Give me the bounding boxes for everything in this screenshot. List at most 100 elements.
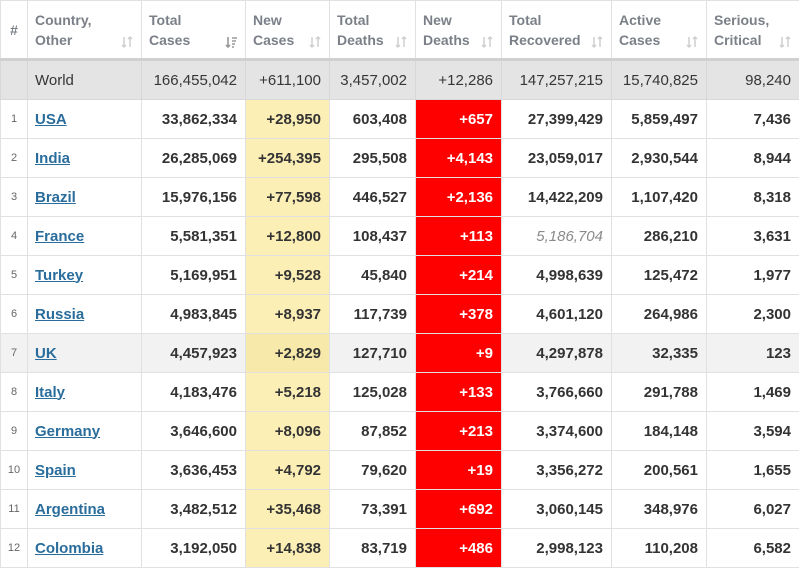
country-link[interactable]: Germany [35, 423, 100, 440]
active-cases-cell: 15,740,825 [612, 60, 707, 100]
new-cases-cell: +77,598 [246, 178, 330, 217]
rank-cell: 7 [1, 334, 28, 373]
rank-cell: 4 [1, 217, 28, 256]
header-rank: # [1, 1, 28, 60]
country-link[interactable]: Spain [35, 462, 76, 479]
total-deaths-cell: 108,437 [330, 217, 416, 256]
country-link[interactable]: Brazil [35, 189, 76, 206]
sort-arrows-icon[interactable] [480, 35, 494, 49]
rank-cell: 11 [1, 490, 28, 529]
sort-arrows-icon[interactable] [778, 35, 792, 49]
total-cases-cell: 26,285,069 [142, 139, 246, 178]
country-link[interactable]: Russia [35, 306, 84, 323]
total-deaths-cell: 603,408 [330, 100, 416, 139]
active-cases-cell: 348,976 [612, 490, 707, 529]
sort-descending-icon[interactable] [224, 35, 238, 49]
total-deaths-cell: 125,028 [330, 373, 416, 412]
country-cell: Colombia [28, 529, 142, 568]
new-cases-cell: +12,800 [246, 217, 330, 256]
country-link[interactable]: UK [35, 345, 57, 362]
total-cases-cell: 3,646,600 [142, 412, 246, 451]
total-cases-cell: 3,482,512 [142, 490, 246, 529]
total-cases-cell: 3,192,050 [142, 529, 246, 568]
new-deaths-cell: +486 [416, 529, 502, 568]
rank-cell: 2 [1, 139, 28, 178]
total-deaths-cell: 83,719 [330, 529, 416, 568]
country-cell: Spain [28, 451, 142, 490]
active-cases-cell: 5,859,497 [612, 100, 707, 139]
total-deaths-cell: 446,527 [330, 178, 416, 217]
rank-cell: 5 [1, 256, 28, 295]
rank-cell: 8 [1, 373, 28, 412]
total-deaths-cell: 87,852 [330, 412, 416, 451]
country-link[interactable]: Italy [35, 384, 65, 401]
country-cell: Turkey [28, 256, 142, 295]
total-deaths-cell: 73,391 [330, 490, 416, 529]
serious-critical-cell: 123 [707, 334, 799, 373]
active-cases-cell: 286,210 [612, 217, 707, 256]
new-deaths-cell: +12,286 [416, 60, 502, 100]
country-link[interactable]: Argentina [35, 501, 105, 518]
country-cell: France [28, 217, 142, 256]
new-cases-cell: +35,468 [246, 490, 330, 529]
world-total-row: World 166,455,042 +611,100 3,457,002 +12… [1, 60, 799, 100]
new-cases-cell: +14,838 [246, 529, 330, 568]
new-deaths-cell: +133 [416, 373, 502, 412]
country-cell: Russia [28, 295, 142, 334]
total-cases-cell: 4,457,923 [142, 334, 246, 373]
new-cases-cell: +8,096 [246, 412, 330, 451]
new-deaths-cell: +692 [416, 490, 502, 529]
new-deaths-cell: +2,136 [416, 178, 502, 217]
total-recovered-cell: 2,998,123 [502, 529, 612, 568]
country-link[interactable]: Colombia [35, 540, 103, 557]
total-recovered-cell: 4,998,639 [502, 256, 612, 295]
country-link[interactable]: India [35, 150, 70, 167]
active-cases-cell: 200,561 [612, 451, 707, 490]
sort-arrows-icon[interactable] [590, 35, 604, 49]
active-cases-cell: 110,208 [612, 529, 707, 568]
country-cell: India [28, 139, 142, 178]
new-cases-cell: +28,950 [246, 100, 330, 139]
header-country[interactable]: Country,Other [28, 1, 142, 60]
total-cases-cell: 5,169,951 [142, 256, 246, 295]
new-deaths-cell: +378 [416, 295, 502, 334]
rank-cell: 9 [1, 412, 28, 451]
sort-arrows-icon[interactable] [120, 35, 134, 49]
rank-cell: 3 [1, 178, 28, 217]
active-cases-cell: 32,335 [612, 334, 707, 373]
sort-arrows-icon[interactable] [685, 35, 699, 49]
new-cases-cell: +4,792 [246, 451, 330, 490]
header-serious-critical[interactable]: Serious,Critical [707, 1, 799, 60]
active-cases-cell: 1,107,420 [612, 178, 707, 217]
total-recovered-cell: 14,422,209 [502, 178, 612, 217]
country-link[interactable]: Turkey [35, 267, 83, 284]
sort-arrows-icon[interactable] [308, 35, 322, 49]
serious-critical-cell: 8,944 [707, 139, 799, 178]
sort-arrows-icon[interactable] [394, 35, 408, 49]
new-cases-cell: +5,218 [246, 373, 330, 412]
total-recovered-cell: 27,399,429 [502, 100, 612, 139]
serious-critical-cell: 3,631 [707, 217, 799, 256]
country-link[interactable]: USA [35, 111, 67, 128]
rank-cell [1, 60, 28, 100]
country-link[interactable]: France [35, 228, 84, 245]
new-cases-cell: +8,937 [246, 295, 330, 334]
total-deaths-cell: 3,457,002 [330, 60, 416, 100]
